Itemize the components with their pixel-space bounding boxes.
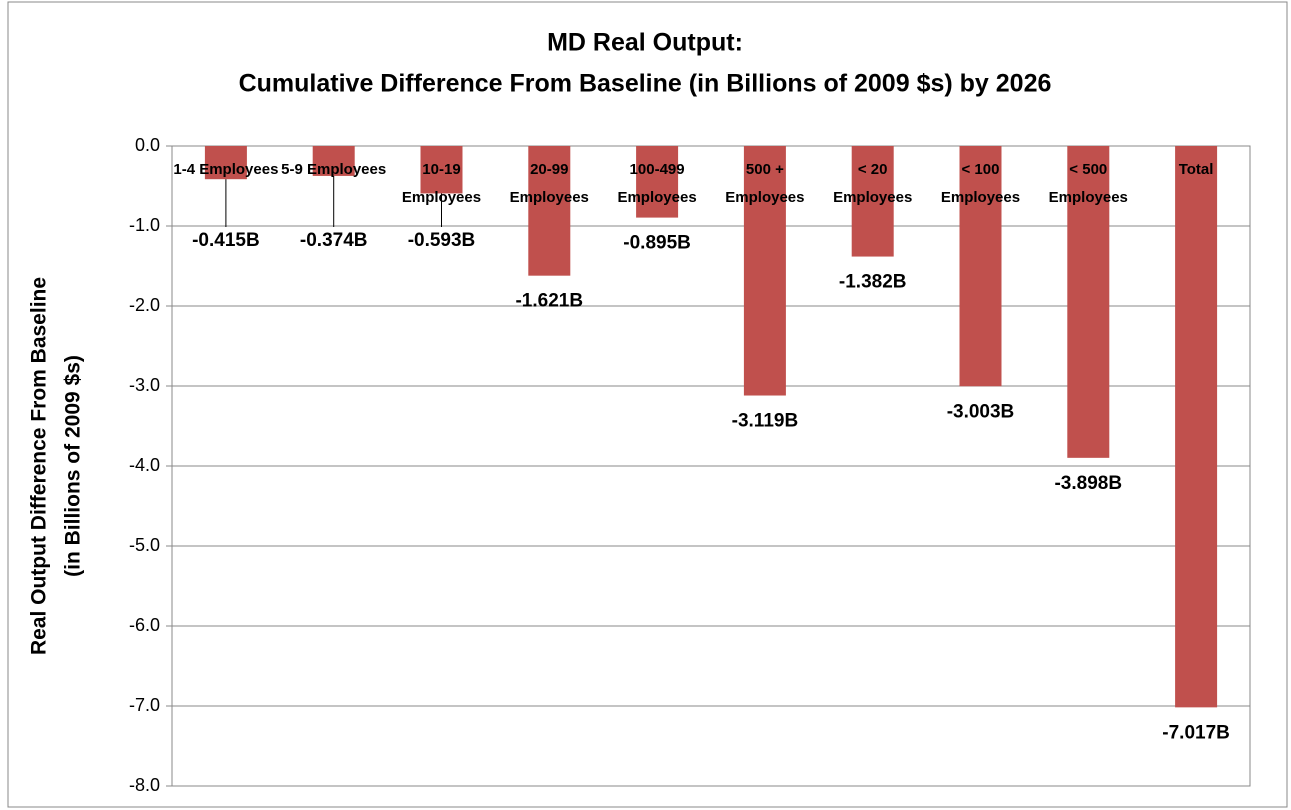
y-tick-label: -5.0 (129, 535, 160, 555)
y-axis-label: Real Output Difference From Baseline (28, 277, 51, 655)
y-axis-label: (in Billions of 2009 $s) (62, 355, 85, 577)
x-tick-label: < 500 Employees (1048, 161, 1128, 206)
x-tick-label: 1-4 Employees (173, 161, 279, 178)
x-tick-label: 20-99 Employees (509, 161, 589, 206)
y-tick-label: -7.0 (129, 695, 160, 715)
x-tick-label-box: 5-9 Employees (281, 161, 387, 178)
y-tick-label: -1.0 (129, 215, 160, 235)
chart-title: MD Real Output: (547, 29, 743, 57)
value-label: -3.898B (1054, 473, 1122, 494)
y-tick-label: 0.0 (135, 135, 160, 155)
x-tick-label-box: 20-99 Employees (509, 161, 589, 206)
x-tick-label-box: 1-4 Employees (173, 161, 279, 178)
x-tick-label: < 100 Employees (940, 161, 1021, 206)
bar (312, 146, 355, 176)
bar (204, 146, 247, 180)
x-tick-label: < 20 Employees (833, 161, 913, 206)
bar (636, 146, 679, 218)
y-tick-label: -4.0 (129, 455, 160, 475)
value-label: -0.415B (192, 230, 260, 251)
value-label: -3.003B (947, 401, 1015, 422)
value-label: -0.593B (408, 230, 476, 251)
value-label: -0.374B (300, 230, 368, 251)
value-label: -1.621B (515, 291, 583, 312)
x-tick-label: 100-499 Employees (617, 161, 697, 206)
x-tick-label-box: 100-499 Employees (617, 161, 697, 206)
x-tick-label-box: 500 + Employees (725, 161, 805, 206)
bar (959, 146, 1002, 387)
x-tick-label: Total (1178, 161, 1214, 178)
chart-title: Cumulative Difference From Baseline (in … (239, 70, 1052, 98)
y-tick-label: -2.0 (129, 295, 160, 315)
value-label: -3.119B (732, 411, 799, 432)
value-label: -1.382B (839, 272, 907, 293)
x-tick-label-box: Total (1178, 161, 1214, 178)
x-tick-label-box: < 20 Employees (833, 161, 913, 206)
bar (743, 146, 786, 396)
bar (1067, 146, 1110, 458)
value-label: -0.895B (623, 233, 691, 254)
bar (1175, 146, 1218, 708)
y-tick-label: -6.0 (129, 615, 160, 635)
bar (420, 146, 463, 194)
x-tick-label: 5-9 Employees (281, 161, 387, 178)
y-tick-label: -3.0 (129, 375, 160, 395)
x-tick-label-box: < 500 Employees (1048, 161, 1128, 206)
y-tick-label: -8.0 (129, 775, 160, 795)
x-tick-label: 500 + Employees (725, 161, 805, 206)
x-tick-label-box: < 100 Employees (940, 161, 1021, 206)
value-label: -7.017B (1162, 722, 1230, 743)
bar (851, 146, 894, 257)
bar (528, 146, 571, 276)
